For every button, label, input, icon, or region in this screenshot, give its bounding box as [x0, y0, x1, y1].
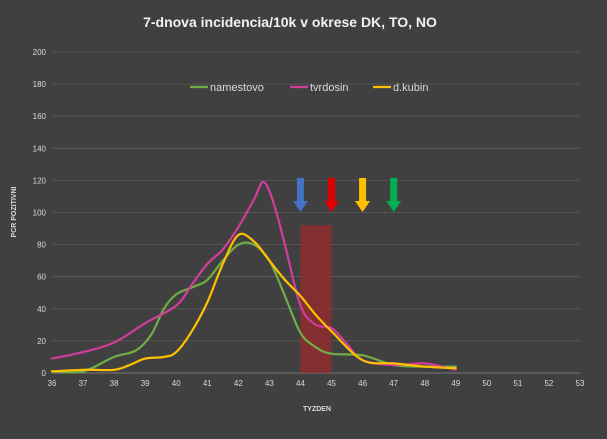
y-tick-100: 100 — [33, 209, 47, 218]
y-tick-0: 0 — [42, 369, 47, 378]
x-tick-39: 39 — [141, 379, 150, 388]
arrow-down-icon-4 — [386, 178, 402, 212]
x-tick-45: 45 — [327, 379, 336, 388]
arrow-down-icon-2 — [324, 178, 340, 212]
x-tick-38: 38 — [110, 379, 119, 388]
legend-label-d.kubin: d.kubin — [393, 82, 428, 94]
arrow-layer — [292, 178, 402, 212]
y-tick-120: 120 — [33, 176, 47, 185]
x-tick-42: 42 — [234, 379, 243, 388]
y-tick-140: 140 — [33, 144, 47, 153]
series-line-d.kubin — [50, 232, 457, 373]
chart-title: 7-dnova incidencia/10k v okrese DK, TO, … — [143, 14, 437, 30]
x-tick-36: 36 — [48, 379, 57, 388]
y-tick-60: 60 — [37, 273, 46, 282]
y-tick-180: 180 — [33, 80, 47, 89]
x-tick-43: 43 — [265, 379, 274, 388]
legend-label-namestovo: namestovo — [210, 82, 264, 94]
y-tick-160: 160 — [33, 112, 47, 121]
legend-label-tvrdosin: tvrdosin — [310, 82, 349, 94]
series-line-tvrdosin — [50, 180, 457, 371]
x-tick-41: 41 — [203, 379, 212, 388]
y-tick-40: 40 — [37, 305, 46, 314]
series-line-namestovo — [50, 241, 457, 374]
arrow-down-icon-1 — [292, 178, 308, 212]
x-tick-51: 51 — [513, 379, 522, 388]
highlight-band — [300, 225, 332, 373]
x-tick-48: 48 — [420, 379, 429, 388]
x-tick-44: 44 — [296, 379, 305, 388]
x-tick-52: 52 — [544, 379, 553, 388]
y-tick-80: 80 — [37, 241, 46, 250]
y-tick-labels: 0 20 40 60 80 100 120 140 160 180 200 — [33, 48, 47, 378]
series-layer — [50, 180, 457, 374]
y-tick-200: 200 — [33, 48, 47, 57]
x-tick-53: 53 — [576, 379, 585, 388]
x-axis-title: TYZDEN — [303, 406, 331, 413]
x-tick-50: 50 — [482, 379, 491, 388]
legend: namestovo tvrdosin d.kubin — [190, 82, 428, 94]
y-axis-title: PCR POZITIVNI — [11, 186, 18, 237]
arrow-down-icon-3 — [355, 178, 371, 212]
x-tick-46: 46 — [358, 379, 367, 388]
x-tick-40: 40 — [172, 379, 181, 388]
highlight-band-layer — [300, 225, 332, 373]
x-tick-49: 49 — [451, 379, 460, 388]
x-tick-37: 37 — [79, 379, 88, 388]
x-tick-47: 47 — [389, 379, 398, 388]
x-tick-labels: 36 37 38 39 40 41 42 43 44 45 46 47 48 49 50 51 52 53 — [48, 379, 585, 388]
y-tick-20: 20 — [37, 337, 46, 346]
